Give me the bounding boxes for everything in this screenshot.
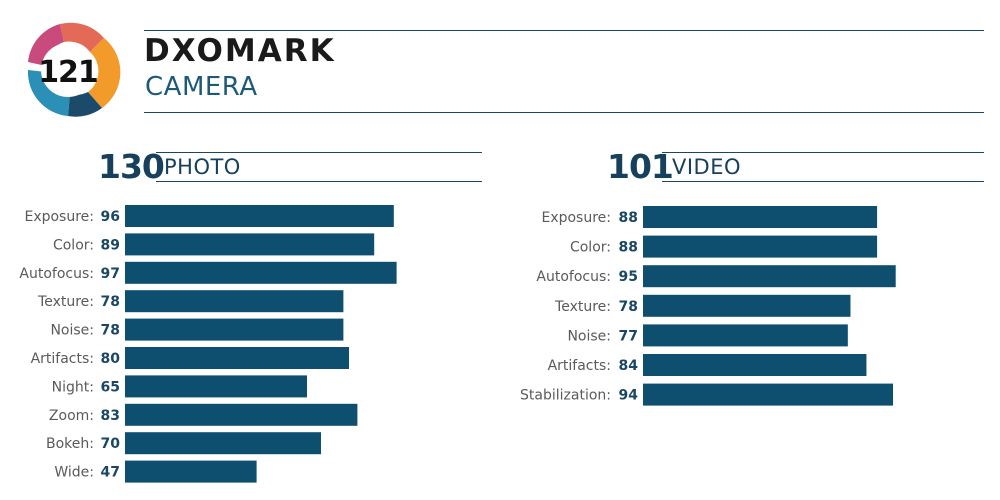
photo-value-label: 78	[101, 323, 120, 339]
photo-category-label: Night:	[52, 379, 94, 395]
video-category-label: Noise:	[567, 328, 611, 344]
video-bar	[643, 294, 851, 317]
photo-value-label: 97	[101, 266, 120, 282]
photo-category-label: Artifacts:	[31, 351, 94, 367]
video-title: VIDEO	[672, 155, 742, 179]
video-value-label: 94	[619, 388, 639, 404]
video-category-label: Exposure:	[541, 210, 611, 226]
header-top-rule	[144, 30, 984, 31]
photo-bar	[125, 233, 375, 256]
video-value-label: 88	[619, 210, 638, 226]
badge-inner-circle	[41, 43, 95, 97]
photo-value-label: 78	[101, 294, 120, 310]
photo-value-label: 83	[101, 408, 120, 424]
video-value-label: 77	[619, 328, 638, 344]
photo-header-bottom-rule	[156, 181, 482, 182]
video-value-label: 78	[619, 299, 638, 315]
badge-ring-segment-orange	[88, 38, 121, 108]
photo-value-label: 70	[101, 436, 121, 452]
video-bar	[643, 265, 896, 288]
video-bar	[643, 354, 867, 376]
video-value-label: 95	[619, 269, 638, 285]
video-category-label: Autofocus:	[536, 269, 611, 285]
photo-category-label: Exposure:	[24, 209, 94, 225]
video-value-label: 88	[619, 240, 638, 256]
photo-category-label: Bokeh:	[46, 436, 94, 452]
video-category-label: Color:	[570, 240, 611, 256]
video-value-label: 84	[619, 358, 639, 374]
photo-category-label: Zoom:	[49, 408, 94, 424]
photo-title: PHOTO	[164, 155, 241, 179]
photo-value-label: 89	[101, 237, 120, 253]
dxomark-score-badge: 121	[27, 22, 121, 117]
badge-ring-segment-pink	[28, 24, 64, 66]
photo-bar	[125, 318, 344, 341]
video-bar	[643, 206, 878, 228]
photo-value-label: 47	[101, 465, 120, 481]
video-bar	[643, 324, 848, 347]
video-category-label: Artifacts:	[548, 358, 611, 374]
badge-ring-segment-red	[60, 22, 104, 52]
photo-bar	[125, 290, 344, 313]
badge-ring-segment-navy	[68, 92, 102, 117]
photo-category-label: Autofocus:	[19, 266, 94, 282]
video-bar	[643, 235, 878, 258]
photo-category-label: Texture:	[37, 294, 94, 310]
brand-name: DXOMARK	[144, 33, 336, 69]
photo-value-label: 96	[101, 209, 120, 225]
photo-score: 130	[98, 147, 165, 186]
photo-category-label: Noise:	[50, 323, 94, 339]
photo-bar	[125, 261, 397, 284]
badge-ring-segment-blue	[27, 70, 70, 116]
video-score: 101	[607, 147, 674, 186]
photo-category-label: Wide:	[54, 465, 94, 481]
photo-header-top-rule	[156, 152, 482, 153]
brand-product: CAMERA	[145, 72, 258, 102]
badge-score: 121	[38, 55, 98, 90]
photo-category-label: Color:	[53, 237, 94, 253]
photo-bar	[125, 347, 349, 369]
photo-bar-chart: 96 Exposure: 89 Color: 97 Autofocus: 78 Texture…	[19, 205, 397, 483]
photo-bar	[125, 403, 358, 426]
photo-bar	[125, 205, 394, 227]
video-bar	[643, 383, 894, 406]
photo-value-label: 80	[101, 351, 121, 367]
video-header-top-rule	[662, 152, 984, 153]
photo-bar	[125, 375, 307, 398]
photo-bar	[125, 460, 257, 483]
video-header-bottom-rule	[662, 181, 984, 182]
header-bottom-rule	[144, 112, 984, 113]
video-category-label: Stabilization:	[520, 388, 611, 404]
video-category-label: Texture:	[554, 299, 611, 315]
photo-bar	[125, 432, 321, 455]
photo-value-label: 65	[101, 379, 120, 395]
video-bar-chart: 88 Exposure: 88 Color: 95 Autofocus: 78 Texture…	[520, 206, 896, 406]
